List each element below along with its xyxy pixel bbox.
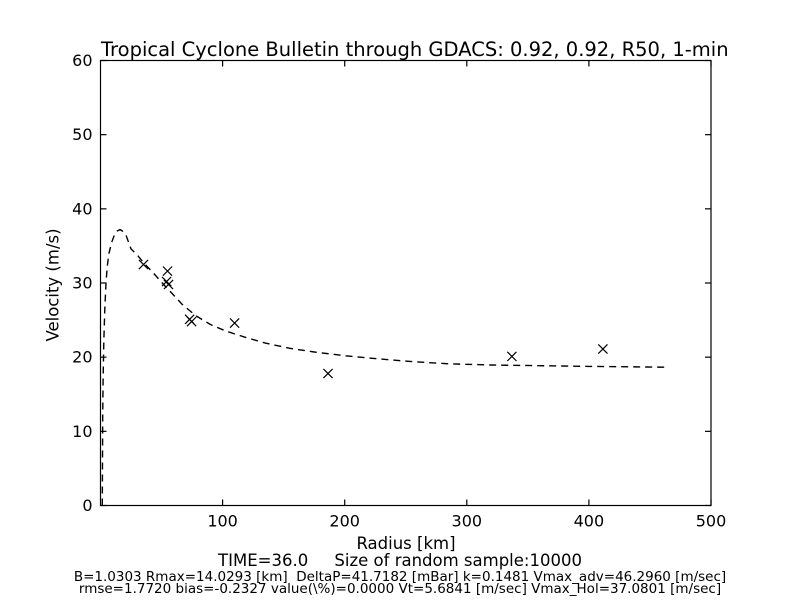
axes-frame (99, 59, 712, 507)
y-tick-label: 40 (72, 199, 92, 218)
scatter-marker (597, 343, 608, 355)
y-tick-label: 0 (82, 496, 92, 515)
y-tick-label: 60 (72, 51, 92, 70)
x-tick-label: 500 (696, 512, 727, 531)
y-tick-label: 50 (72, 125, 92, 144)
model-curve (101, 228, 665, 506)
scatter-marker (161, 276, 172, 287)
scatter-marker (138, 259, 149, 270)
parameters-annotation-line2: rmse=1.7720 bias=-0.2327 value(\%)=0.000… (78, 581, 722, 597)
scatter-marker (186, 316, 197, 327)
chart-title: Tropical Cyclone Bulletin through GDACS:… (101, 38, 729, 61)
scatter-marker (162, 266, 173, 277)
y-tick-label: 30 (72, 274, 92, 293)
scatter-marker (163, 279, 174, 290)
scatter-marker (322, 368, 334, 379)
x-axis-label: Radius [km] (356, 534, 456, 553)
scatter-marker (229, 317, 240, 329)
x-tick-label: 200 (329, 512, 360, 531)
x-tick-label: 300 (452, 512, 483, 531)
scatter-marker (506, 351, 517, 362)
parameters-annotation-line1: B=1.0303 Rmax=14.0293 [km] DeltaP=41.718… (73, 569, 727, 585)
x-tick-label: 400 (574, 512, 605, 531)
y-tick-label: 20 (72, 348, 92, 367)
x-tick-label: 100 (207, 512, 238, 531)
y-tick-label: 10 (72, 422, 92, 441)
time-annotation: TIME=36.0 Size of random sample:10000 (218, 551, 582, 570)
